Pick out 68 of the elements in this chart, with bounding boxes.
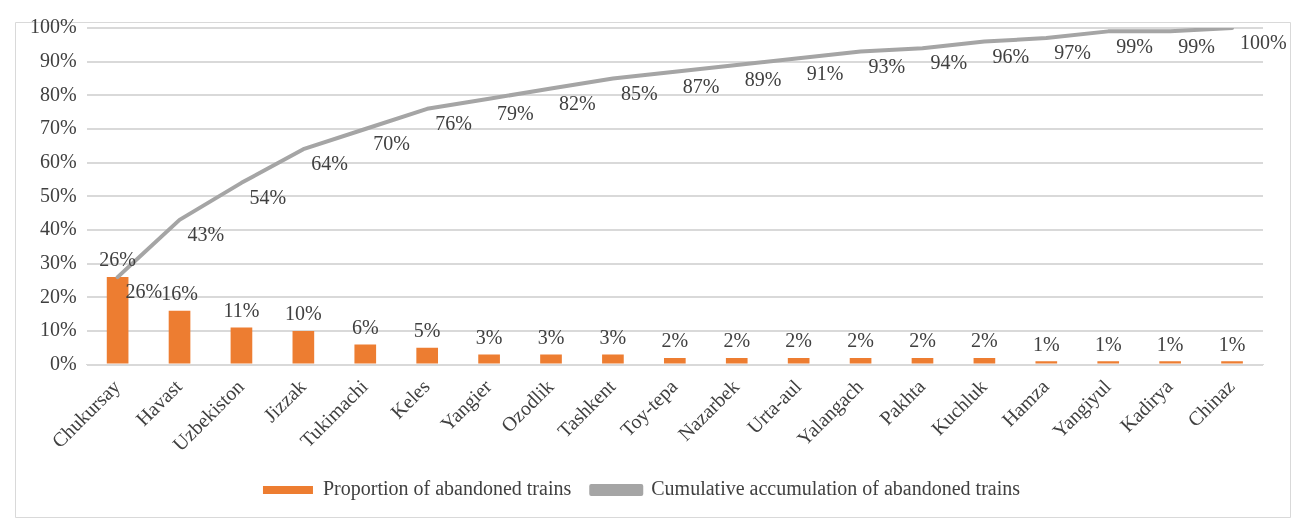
- data-label: 54%: [249, 186, 287, 209]
- bar: [478, 354, 500, 364]
- data-label: 3%: [475, 325, 503, 348]
- data-label: 2%: [909, 329, 936, 352]
- data-label: 1%: [1094, 332, 1122, 355]
- data-label: 2%: [661, 329, 689, 352]
- data-label: 2%: [971, 329, 998, 352]
- data-label: 91%: [806, 61, 844, 84]
- data-label: 87%: [682, 75, 720, 98]
- y-tick-label: 0%: [49, 351, 77, 374]
- y-tick-label: 40%: [39, 217, 77, 240]
- data-label: 2%: [785, 329, 812, 352]
- y-tick-label: 80%: [39, 82, 77, 105]
- data-label: 16%: [161, 282, 198, 305]
- data-label: 99%: [1116, 34, 1153, 57]
- data-label: 89%: [744, 68, 782, 91]
- data-label: 100%: [1240, 31, 1287, 54]
- data-label: 5%: [413, 319, 441, 342]
- bar: [664, 357, 686, 364]
- data-label: 2%: [723, 329, 751, 352]
- y-tick-label: 10%: [39, 318, 77, 341]
- data-label: 1%: [1156, 332, 1184, 355]
- legend-label: Cumulative accumulation of abandoned trains: [651, 477, 1021, 500]
- bar: [416, 347, 439, 364]
- data-label: 96%: [992, 44, 1030, 67]
- data-label: 2%: [847, 329, 874, 352]
- data-label: 82%: [559, 91, 596, 114]
- legend-label: Proportion of abandoned trains: [322, 477, 572, 501]
- bar: [911, 357, 934, 364]
- data-label: 97%: [1054, 41, 1091, 64]
- data-label: 1%: [1218, 332, 1246, 355]
- bar: [1097, 361, 1120, 364]
- data-label: 1%: [1032, 332, 1060, 355]
- bar: [168, 310, 191, 364]
- data-label: 26%: [99, 248, 136, 271]
- y-tick-label: 30%: [39, 250, 77, 273]
- data-label: 79%: [497, 101, 534, 124]
- data-label: 11%: [223, 298, 260, 321]
- data-label: 94%: [930, 51, 968, 74]
- data-label: 6%: [351, 315, 379, 338]
- bar: [540, 354, 562, 364]
- bar: [230, 327, 253, 364]
- data-label: 43%: [187, 223, 225, 246]
- y-tick-label: 50%: [39, 183, 77, 206]
- y-tick-label: 60%: [39, 149, 77, 172]
- bar: [1221, 361, 1243, 364]
- bar: [787, 357, 810, 364]
- bar: [1035, 361, 1058, 364]
- bar: [849, 357, 872, 364]
- bar: [1159, 361, 1181, 364]
- y-tick-label: 20%: [39, 284, 77, 307]
- y-tick-label: 100%: [29, 15, 77, 38]
- bar: [354, 344, 377, 364]
- data-label: 10%: [285, 302, 322, 325]
- data-label: 85%: [620, 81, 658, 104]
- data-label: 76%: [435, 112, 472, 135]
- data-label: 70%: [373, 132, 410, 155]
- data-label: 3%: [537, 325, 565, 348]
- y-tick-label: 90%: [39, 48, 77, 71]
- data-label: 64%: [311, 152, 349, 175]
- bar: [602, 354, 624, 364]
- bar: [725, 357, 748, 364]
- y-tick-label: 70%: [39, 116, 77, 139]
- data-label: 99%: [1178, 34, 1215, 57]
- bar: [292, 330, 315, 364]
- data-label: 93%: [868, 54, 906, 77]
- bar: [973, 357, 996, 364]
- data-label: 3%: [599, 325, 627, 348]
